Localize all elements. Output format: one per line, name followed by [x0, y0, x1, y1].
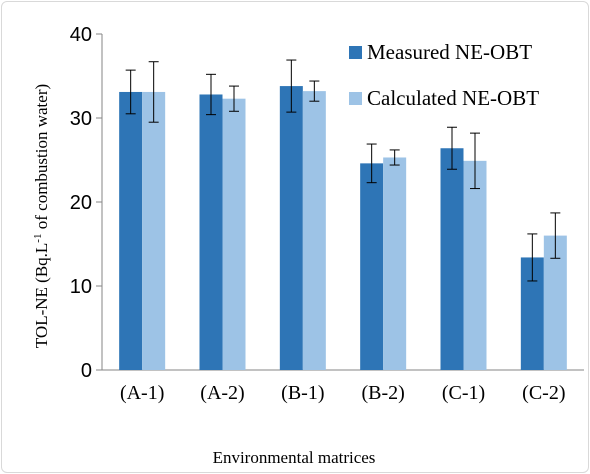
- y-tick-label: 20: [70, 192, 92, 214]
- legend: Measured NE-OBT Calculated NE-OBT: [349, 40, 539, 110]
- error-bar: [470, 132, 480, 190]
- calculated-bar: [463, 160, 487, 370]
- error-bar: [125, 69, 136, 115]
- error-bar: [206, 73, 216, 116]
- x-axis-title: Environmental matrices: [213, 448, 376, 467]
- measured-bar: [360, 163, 384, 370]
- x-category-label: (B-2): [362, 382, 405, 404]
- measured-bar: [119, 91, 143, 371]
- error-bar: [309, 80, 320, 102]
- calculated-bar: [302, 91, 326, 371]
- bars: [119, 86, 567, 371]
- y-tick-labels: 0 10 20 30 40: [70, 24, 92, 382]
- error-bar: [286, 59, 297, 113]
- calculated-bar: [142, 91, 166, 371]
- legend-label: Calculated NE-OBT: [367, 86, 539, 110]
- x-category-labels: (A-1) (A-2) (B-1) (B-2) (C-1) (C-2): [120, 382, 566, 404]
- calculated-bar: [543, 235, 567, 370]
- measured-bar: [520, 257, 544, 370]
- calculated-bar: [383, 157, 407, 370]
- x-category-label: (B-1): [281, 382, 324, 404]
- x-category-label: (C-1): [442, 382, 485, 404]
- legend-label: Measured NE-OBT: [367, 40, 532, 64]
- x-category-label: (C-2): [522, 382, 565, 404]
- error-bar: [229, 85, 239, 112]
- error-bars: [125, 59, 561, 282]
- y-tick-label: 10: [70, 276, 92, 298]
- x-category-label: (A-2): [200, 382, 244, 404]
- y-tick-label: 30: [70, 108, 92, 130]
- measured-bar: [440, 148, 464, 370]
- calculated-bar: [222, 98, 246, 371]
- legend-swatch: [349, 92, 362, 105]
- error-bar: [389, 149, 400, 166]
- error-bar: [550, 212, 561, 259]
- error-bar: [447, 126, 457, 170]
- measured-bar: [199, 94, 223, 370]
- error-bar: [527, 233, 538, 282]
- y-tick-label: 40: [70, 24, 92, 46]
- legend-swatch: [349, 46, 362, 59]
- error-bar: [148, 61, 159, 123]
- y-tick-label: 0: [81, 360, 92, 382]
- x-category-label: (A-1): [120, 382, 164, 404]
- y-axis-title: TOL-NE (Bq.L-1 of combustion water): [32, 84, 51, 348]
- axes: [96, 33, 584, 371]
- error-bar: [366, 143, 377, 184]
- measured-bar: [279, 86, 303, 370]
